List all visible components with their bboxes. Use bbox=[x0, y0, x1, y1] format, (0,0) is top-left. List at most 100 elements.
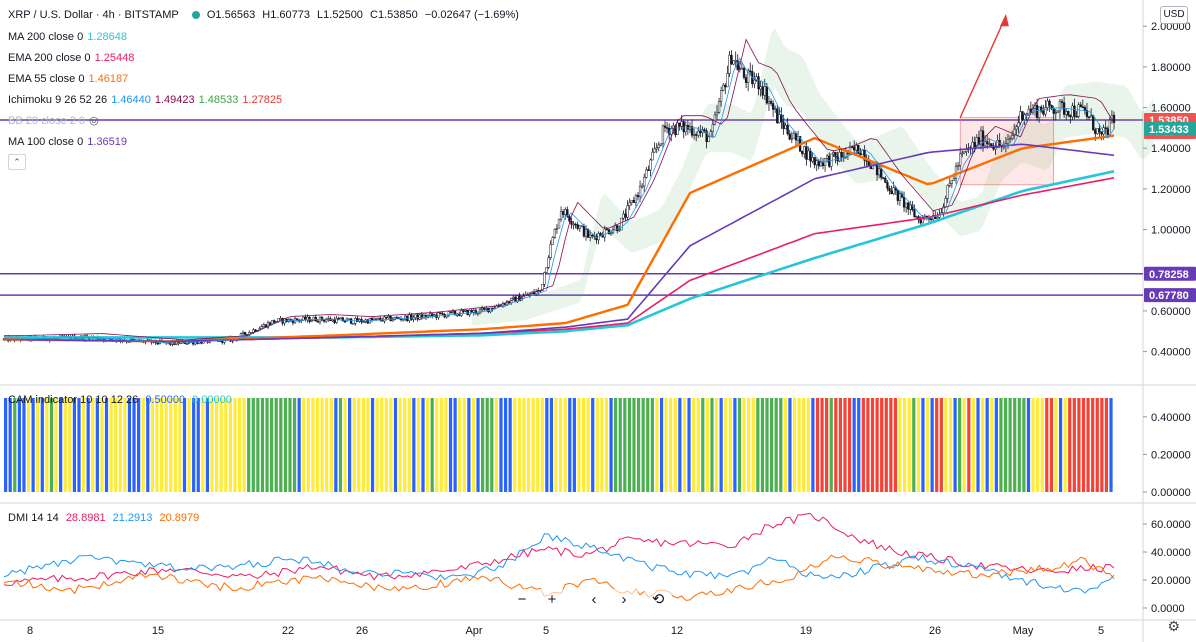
reset-chart-button[interactable]: ⟲ bbox=[644, 589, 672, 611]
candle-body bbox=[243, 332, 247, 335]
cam-bar bbox=[485, 398, 489, 492]
indicator-legend-title[interactable]: EMA 200 close 0 bbox=[8, 52, 91, 64]
cam-bar bbox=[692, 398, 696, 492]
indicator-legend-title[interactable]: Ichimoku 9 26 52 26 bbox=[8, 94, 108, 106]
cam-bar bbox=[8, 398, 12, 492]
cam-bar bbox=[829, 398, 833, 492]
ichimoku-cloud bbox=[471, 28, 1154, 326]
candle-body bbox=[551, 237, 554, 245]
cam-bar bbox=[159, 398, 164, 492]
candle-body bbox=[886, 182, 889, 189]
candle-body bbox=[794, 133, 798, 141]
symbol-title[interactable]: XRP / U.S. Dollar · 4h · BITSTAMP bbox=[8, 9, 179, 21]
cam-bar bbox=[4, 398, 8, 492]
candle-body bbox=[948, 183, 951, 186]
candle-body bbox=[1104, 127, 1107, 129]
cam-bar bbox=[1077, 398, 1081, 492]
cam-bar bbox=[26, 398, 31, 492]
candle-body bbox=[638, 186, 642, 198]
price-label-box bbox=[1144, 266, 1196, 281]
candle-body bbox=[728, 54, 731, 74]
price-tick-label: 0.60000 bbox=[1151, 306, 1191, 318]
cam-bar bbox=[435, 398, 439, 492]
time-tick-label: 26 bbox=[929, 625, 941, 637]
candle-body bbox=[1081, 106, 1084, 109]
cam-bar bbox=[632, 398, 636, 492]
candle-body bbox=[626, 205, 629, 218]
indicator-legend-title[interactable]: MA 200 close 0 bbox=[8, 31, 84, 43]
cam-bar bbox=[627, 398, 632, 492]
candle-body bbox=[545, 267, 548, 273]
candle-body bbox=[807, 150, 810, 160]
candle-body bbox=[349, 318, 353, 324]
candle-body bbox=[1060, 101, 1064, 103]
cam-bar bbox=[604, 398, 609, 492]
candle-body bbox=[628, 202, 631, 206]
indicator-legend-title[interactable]: MA 100 close 0 bbox=[8, 136, 84, 148]
candle-body bbox=[302, 316, 305, 321]
hidden-eye-icon[interactable]: ◎ bbox=[89, 115, 99, 127]
cam-bar bbox=[127, 398, 132, 492]
currency-button[interactable]: USD bbox=[1160, 6, 1188, 24]
scroll-right-button[interactable]: › bbox=[610, 589, 638, 611]
candle-body bbox=[464, 309, 467, 312]
dmi-legend-title[interactable]: DMI 14 14 bbox=[8, 512, 59, 524]
candle-body bbox=[988, 143, 991, 145]
cam-bar bbox=[875, 398, 879, 492]
cam-bar bbox=[467, 398, 471, 492]
cam-bar bbox=[1086, 398, 1090, 492]
cam-bar bbox=[1109, 398, 1113, 492]
candle-body bbox=[956, 165, 960, 167]
candle-body bbox=[312, 316, 315, 321]
candle-body bbox=[320, 316, 324, 321]
candle-body bbox=[512, 296, 515, 299]
candle-body bbox=[813, 157, 816, 166]
candle-body bbox=[796, 136, 800, 141]
candle-body bbox=[1067, 111, 1070, 116]
zoom-in-button[interactable]: + bbox=[538, 589, 566, 611]
candle-body bbox=[1069, 115, 1072, 118]
candle-body bbox=[1008, 138, 1012, 140]
cam-bar bbox=[45, 398, 49, 492]
scroll-left-button[interactable]: ‹ bbox=[580, 589, 608, 611]
candle-body bbox=[911, 204, 914, 211]
candle-body bbox=[156, 342, 159, 345]
indicator-legend-title[interactable]: EMA 55 close 0 bbox=[8, 73, 85, 85]
candle-body bbox=[1108, 119, 1111, 135]
collapse-legend-button[interactable]: ⌃ bbox=[8, 154, 26, 170]
price-label-box bbox=[1144, 288, 1196, 303]
candle-body bbox=[616, 225, 619, 232]
candle-body bbox=[451, 310, 455, 313]
cam-bars bbox=[4, 398, 1113, 492]
cam-bar bbox=[137, 398, 141, 492]
zoom-out-button[interactable]: − bbox=[508, 589, 536, 611]
cam-tick-label: 0.20000 bbox=[1151, 449, 1191, 461]
cam-bar bbox=[1058, 398, 1063, 492]
candle-body bbox=[853, 146, 856, 151]
ohlc-low: L1.52500 bbox=[317, 9, 363, 21]
cam-bar bbox=[939, 398, 943, 492]
candle-body bbox=[485, 308, 488, 310]
candle-body bbox=[651, 151, 654, 161]
market-status-icon bbox=[191, 11, 200, 20]
settings-gear-icon[interactable]: ⚙ bbox=[1167, 618, 1180, 634]
cam-bar bbox=[306, 398, 310, 492]
cam-bar bbox=[540, 398, 544, 492]
indicator-legend-title[interactable]: BB 20 close 2 0 bbox=[8, 115, 86, 127]
candle-body bbox=[620, 217, 623, 231]
cam-bar bbox=[687, 398, 691, 492]
candle-body bbox=[572, 223, 575, 226]
cam-bar bbox=[948, 398, 953, 492]
cam-bar bbox=[63, 398, 67, 492]
cam-bar bbox=[1054, 398, 1058, 492]
candle-body bbox=[580, 225, 584, 228]
cam-bar bbox=[843, 398, 847, 492]
cam-bar bbox=[586, 398, 590, 492]
cam-bar bbox=[366, 398, 370, 492]
candle-body bbox=[462, 310, 465, 312]
candle-body bbox=[555, 227, 559, 230]
cam-bar bbox=[614, 398, 618, 492]
cam-legend-title[interactable]: CAM indicator 10 10 12 26 bbox=[8, 394, 139, 406]
